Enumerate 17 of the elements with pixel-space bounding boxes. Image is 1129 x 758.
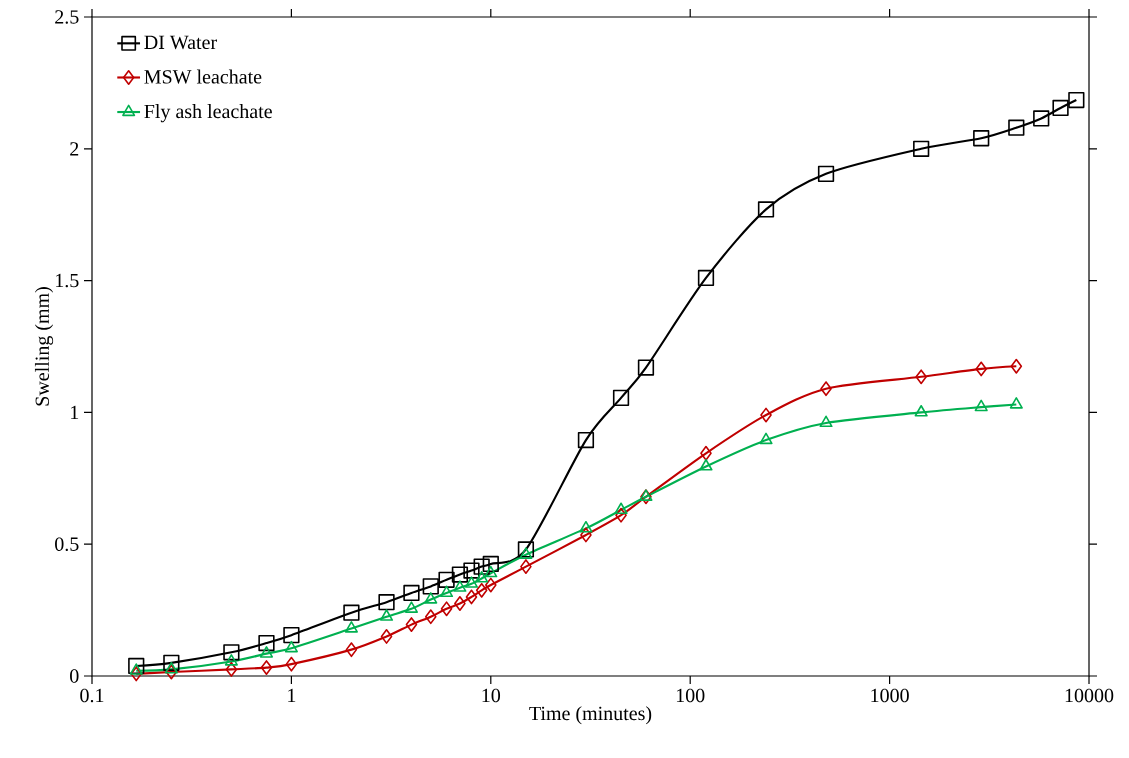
x-tick-label: 1 (288, 688, 296, 702)
y-tick-label: 0 (70, 669, 79, 683)
x-tick-label: 10000 (1065, 688, 1114, 703)
x-tick-label: 10 (482, 688, 501, 703)
legend-label: Fly ash leachate (144, 104, 272, 123)
y-axis-title: Swelling (mm) (34, 287, 54, 406)
y-tick-label: 0.5 (55, 537, 79, 551)
y-tick-label: 1.5 (56, 273, 79, 288)
x-tick-label: 0.1 (80, 688, 104, 703)
legend-label: DI Water (144, 35, 217, 50)
y-tick-label: 2 (70, 142, 79, 156)
x-axis-title: Time (minutes) (529, 706, 652, 725)
y-tick-label: 1 (71, 405, 79, 419)
legend-label: MSW leachate (144, 69, 262, 84)
y-tick-label: 2.5 (55, 10, 79, 24)
x-tick-label: 100 (676, 688, 705, 703)
x-tick-label: 1000 (871, 688, 909, 703)
